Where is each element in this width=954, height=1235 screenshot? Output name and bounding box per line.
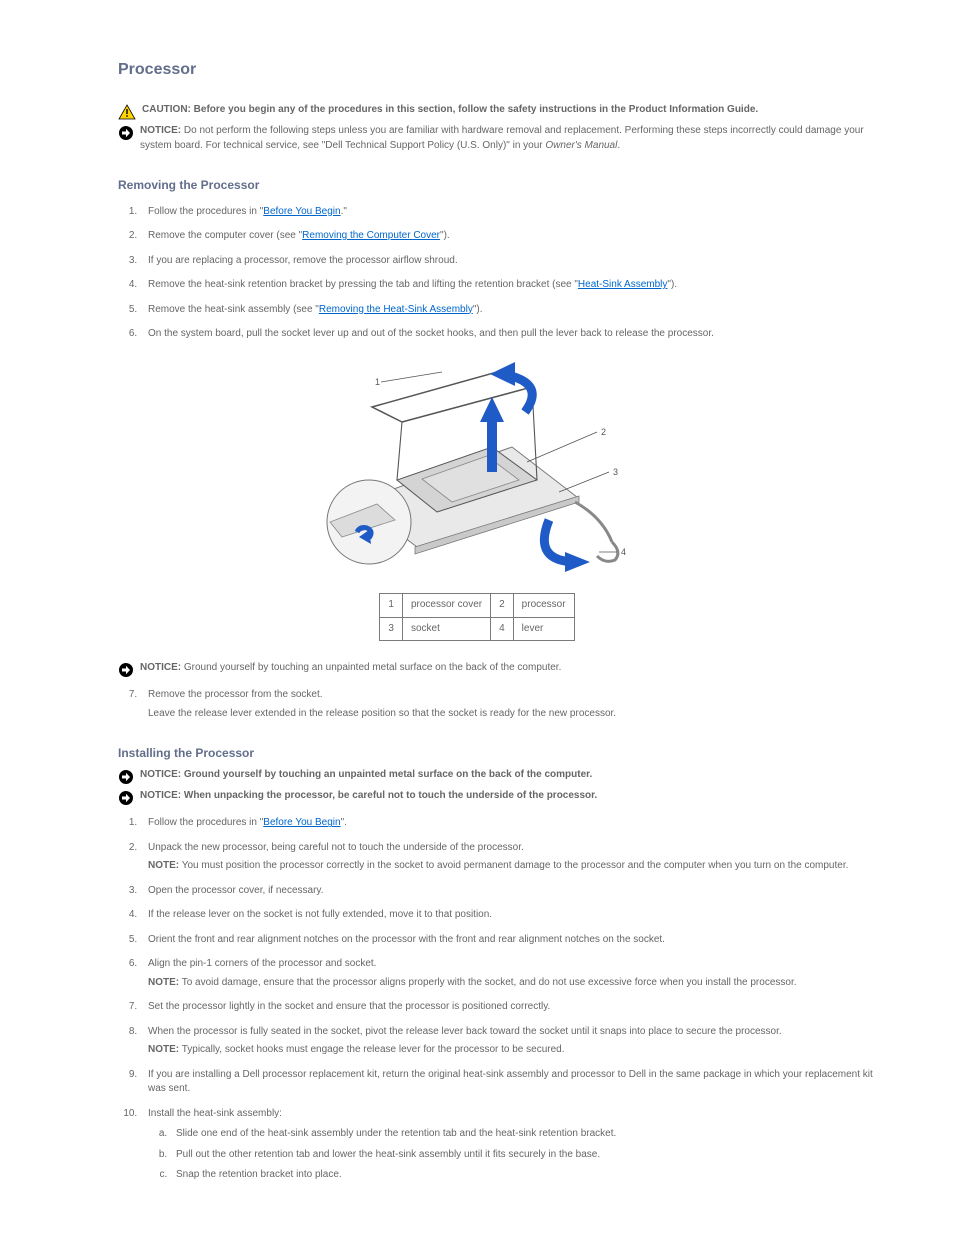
steps-installing: Follow the procedures in "Before You Beg… (68, 816, 886, 1183)
figure-processor-socket: 1 2 3 4 (68, 352, 886, 588)
heading-removing: Removing the Processor (68, 177, 886, 194)
table-row: 3 socket 4 lever (380, 617, 574, 641)
notice-ground-removing: NOTICE: Ground yourself by touching an u… (68, 661, 886, 678)
list-item: Follow the procedures in "Before You Beg… (140, 816, 886, 831)
notice-unpack: NOTICE: When unpacking the processor, be… (68, 789, 886, 806)
link-removing-cover[interactable]: Removing the Computer Cover (302, 230, 440, 241)
note-block: NOTE: To avoid damage, ensure that the p… (148, 976, 886, 991)
notice-text: NOTICE: Ground yourself by touching an u… (140, 768, 886, 783)
svg-text:4: 4 (621, 547, 626, 557)
caution-icon (118, 104, 136, 120)
part-label: processor (513, 594, 574, 618)
caution-alert: CAUTION: Before you begin any of the pro… (68, 103, 886, 120)
table-row: 1 processor cover 2 processor (380, 594, 574, 618)
notice-text: NOTICE: Ground yourself by touching an u… (140, 661, 886, 676)
notice-text: NOTICE: When unpacking the processor, be… (140, 789, 886, 804)
sublist-item: Slide one end of the heat-sink assembly … (170, 1127, 886, 1142)
list-item: When the processor is fully seated in th… (140, 1025, 886, 1058)
step-1: Follow the procedures in "Before You Beg… (140, 205, 886, 220)
notice-top-text: NOTICE: Do not perform the following ste… (140, 124, 886, 153)
step-6: On the system board, pull the socket lev… (140, 327, 886, 342)
step-7-note: Leave the release lever extended in the … (148, 707, 886, 722)
notice-icon (118, 125, 134, 141)
part-num: 1 (380, 594, 403, 618)
sublist-heatsink: Slide one end of the heat-sink assembly … (130, 1127, 886, 1183)
link-before-you-begin[interactable]: Before You Begin (263, 206, 340, 217)
link-heatsink-assembly[interactable]: Heat-Sink Assembly (578, 279, 667, 290)
part-num: 3 (380, 617, 403, 641)
caution-text: CAUTION: Before you begin any of the pro… (142, 103, 886, 118)
link-before-you-begin-2[interactable]: Before You Begin (263, 817, 340, 828)
list-item: If the release lever on the socket is no… (140, 908, 886, 923)
list-item: Set the processor lightly in the socket … (140, 1000, 886, 1015)
part-num: 4 (491, 617, 514, 641)
list-item: Install the heat-sink assembly: Slide on… (140, 1107, 886, 1183)
step-3: If you are replacing a processor, remove… (140, 254, 886, 269)
step-5: Remove the heat-sink assembly (see "Remo… (140, 303, 886, 318)
step-2: Remove the computer cover (see "Removing… (140, 229, 886, 244)
notice-icon (118, 769, 134, 785)
notice-top: NOTICE: Do not perform the following ste… (68, 124, 886, 153)
svg-text:2: 2 (601, 427, 606, 437)
list-item: Orient the front and rear alignment notc… (140, 933, 886, 948)
list-item: Align the pin-1 corners of the processor… (140, 957, 886, 990)
list-item: Unpack the new processor, being careful … (140, 841, 886, 874)
heading-installing: Installing the Processor (68, 745, 886, 762)
svg-text:3: 3 (613, 467, 618, 477)
steps-removing: Follow the procedures in "Before You Beg… (68, 205, 886, 342)
list-item: Open the processor cover, if necessary. (140, 884, 886, 899)
note-block: NOTE: Typically, socket hooks must engag… (148, 1043, 886, 1058)
part-label: lever (513, 617, 574, 641)
link-removing-heatsink[interactable]: Removing the Heat-Sink Assembly (319, 304, 473, 315)
parts-table: 1 processor cover 2 processor 3 socket 4… (379, 593, 574, 641)
svg-text:1: 1 (375, 377, 380, 387)
page-root: Processor CAUTION: Before you begin any … (0, 0, 954, 1233)
list-item: If you are installing a Dell processor r… (140, 1068, 886, 1097)
part-num: 2 (491, 594, 514, 618)
notice-ground-installing: NOTICE: Ground yourself by touching an u… (68, 768, 886, 785)
step-4: Remove the heat-sink retention bracket b… (140, 278, 886, 293)
part-label: socket (402, 617, 490, 641)
note-block: NOTE: You must position the processor co… (148, 859, 886, 874)
page-title: Processor (68, 58, 886, 81)
step-7: Remove the processor from the socket. Le… (140, 688, 886, 721)
part-label: processor cover (402, 594, 490, 618)
notice-icon (118, 790, 134, 806)
notice-icon (118, 662, 134, 678)
steps-removing-cont: Remove the processor from the socket. Le… (68, 688, 886, 721)
sublist-item: Snap the retention bracket into place. (170, 1168, 886, 1183)
sublist-item: Pull out the other retention tab and low… (170, 1148, 886, 1163)
